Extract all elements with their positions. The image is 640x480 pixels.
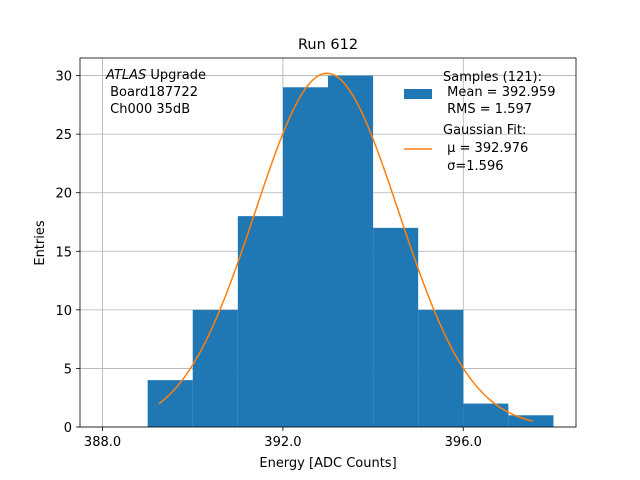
legend: Samples (121): Mean = 392.959 RMS = 1.59… [404, 70, 555, 174]
y-tick-label-2: 10 [55, 304, 72, 319]
annotation-atlas: ATLAS [105, 68, 146, 83]
legend-samples-swatch [404, 89, 432, 99]
y-tick-label-6: 30 [55, 70, 72, 85]
x-tick-label-0: 388.0 [84, 435, 121, 450]
histogram-bar-7 [463, 403, 509, 427]
x-tick-label-2: 396.0 [445, 435, 482, 450]
x-axis-label: Energy [ADC Counts] [259, 456, 396, 471]
y-tick-label-0: 0 [64, 421, 72, 436]
axes-frame [79, 57, 577, 428]
y-tick-label-5: 25 [55, 128, 72, 143]
legend-fit-title: Gaussian Fit: [443, 123, 526, 138]
atlas-annotation: ATLAS Upgrade Board187722 Ch000 35dB [105, 68, 206, 117]
histogram-bar-0 [147, 380, 193, 427]
y-axis-label: Entries [33, 220, 48, 266]
legend-fit-sigma: σ=1.596 [443, 159, 503, 174]
histogram-bar-3 [282, 87, 328, 428]
legend-samples-title: Samples (121): [443, 70, 542, 85]
x-tick-label-1: 392.0 [264, 435, 301, 450]
histogram-bar-1 [192, 309, 238, 427]
histogram-bar-5 [373, 227, 419, 427]
y-tick-label-4: 20 [55, 187, 72, 202]
y-axis-ticks: 0 5 10 15 20 25 30 [55, 70, 80, 436]
y-tick-label-3: 15 [55, 245, 72, 260]
legend-samples-rms: RMS = 1.597 [443, 102, 532, 117]
annotation-line-1: ATLAS Upgrade [105, 68, 206, 83]
legend-fit-mu: μ = 392.976 [443, 141, 528, 156]
annotation-board: Board187722 [106, 85, 198, 100]
x-axis-ticks: 388.0 392.0 396.0 [84, 427, 482, 450]
y-tick-label-1: 5 [64, 362, 72, 377]
annotation-upgrade: Upgrade [146, 68, 206, 83]
gaussian-fit-line [158, 72, 534, 422]
legend-samples-mean: Mean = 392.959 [443, 85, 555, 100]
chart-title: Run 612 [298, 37, 358, 53]
histogram-bar-4 [328, 75, 374, 428]
histogram-bar-6 [418, 309, 464, 427]
histogram-bar-2 [237, 216, 283, 427]
annotation-channel: Ch000 35dB [106, 102, 190, 117]
